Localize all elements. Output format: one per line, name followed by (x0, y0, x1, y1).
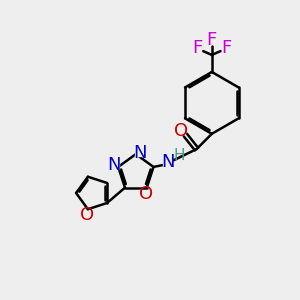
Text: O: O (174, 122, 188, 140)
Text: O: O (80, 206, 94, 224)
Bar (177, 128, 185, 134)
Bar (110, 162, 118, 169)
Bar (222, 45, 231, 52)
Bar (193, 45, 201, 52)
Bar (208, 36, 216, 43)
Bar (83, 212, 92, 219)
Text: F: F (221, 39, 232, 57)
Text: H: H (173, 148, 184, 163)
Text: F: F (192, 39, 202, 57)
Bar (136, 149, 144, 156)
Text: N: N (161, 153, 174, 171)
Text: N: N (133, 144, 146, 162)
Text: N: N (108, 157, 121, 175)
Bar (142, 191, 150, 198)
Text: O: O (139, 185, 153, 203)
Text: F: F (207, 31, 217, 49)
Bar (164, 159, 172, 166)
